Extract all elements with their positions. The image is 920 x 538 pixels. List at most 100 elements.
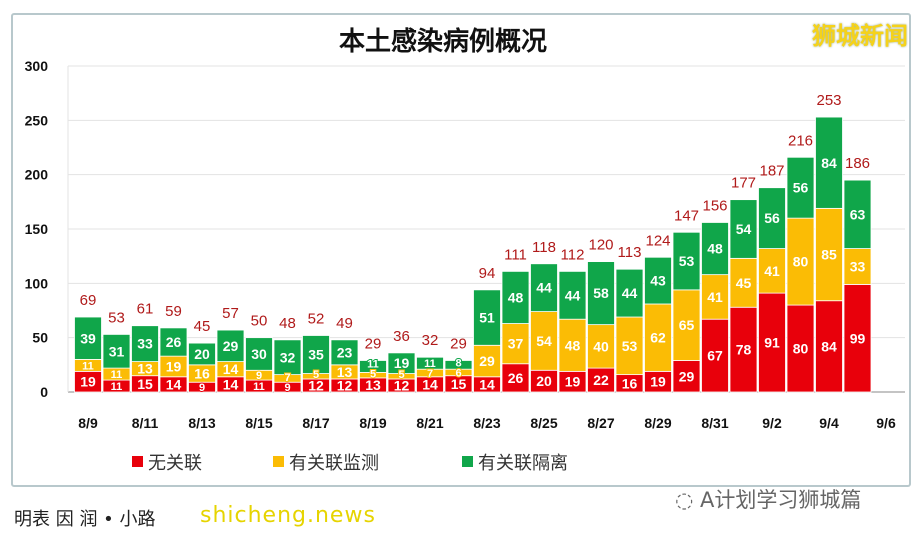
x-tick-label: 9/2 — [762, 415, 782, 431]
segment-label: 11 — [253, 381, 265, 393]
bar-segment — [188, 342, 216, 366]
segment-label: 20 — [194, 346, 210, 362]
total-label: 32 — [422, 332, 439, 349]
y-tick-label: 0 — [40, 384, 48, 400]
segment-label: 8 — [455, 357, 461, 369]
segment-label: 7 — [427, 368, 433, 380]
segment-label: 19 — [80, 374, 96, 390]
x-tick-label: 8/19 — [359, 415, 386, 431]
segment-label: 80 — [793, 254, 809, 270]
bar-segment — [501, 270, 530, 324]
segment-label: 13 — [365, 377, 381, 393]
x-tick-label: 8/11 — [132, 415, 159, 431]
segment-label: 43 — [650, 273, 666, 289]
bar-segment — [729, 257, 758, 308]
segment-label: 48 — [565, 337, 581, 353]
segment-label: 32 — [280, 349, 296, 365]
segment-label: 33 — [137, 336, 153, 352]
segment-label: 11 — [82, 360, 94, 372]
total-label: 253 — [816, 92, 841, 109]
segment-label: 16 — [194, 366, 210, 382]
x-tick-label: 8/25 — [530, 415, 557, 431]
total-label: 29 — [450, 335, 467, 352]
legend-swatch — [132, 456, 143, 467]
x-tick-label: 8/27 — [587, 415, 614, 431]
total-label: 112 — [561, 246, 585, 263]
segment-label: 33 — [850, 259, 866, 275]
segment-label: 13 — [137, 361, 153, 377]
total-label: 94 — [479, 265, 496, 282]
x-tick-label: 8/17 — [302, 415, 329, 431]
segment-label: 53 — [679, 253, 695, 269]
bar-segment — [615, 316, 644, 376]
segment-label: 13 — [337, 364, 353, 380]
x-tick-label: 8/23 — [473, 415, 500, 431]
bar-segment — [302, 335, 330, 374]
total-label: 50 — [251, 313, 268, 330]
bar-segment — [587, 324, 615, 369]
total-label: 216 — [788, 132, 813, 149]
total-label: 186 — [845, 155, 870, 172]
total-label: 53 — [108, 309, 125, 326]
y-tick-label: 200 — [25, 167, 49, 183]
legend-label: 无关联 — [148, 453, 202, 474]
segment-label: 29 — [479, 353, 495, 369]
bar-segment — [359, 360, 387, 373]
bar-segment — [843, 248, 872, 285]
segment-label: 54 — [736, 221, 752, 237]
segment-label: 84 — [821, 338, 837, 354]
segment-label: 84 — [821, 155, 837, 171]
bar-segment — [644, 303, 672, 372]
bar-segment — [843, 284, 872, 393]
segment-label: 19 — [565, 374, 581, 390]
wechat-account: ◌ A计划学习狮城篇 — [675, 484, 861, 514]
segment-label: 11 — [111, 381, 123, 393]
bar-segment — [701, 274, 729, 320]
bar-segment — [701, 222, 729, 276]
bar-segment — [701, 318, 729, 393]
chart-title: 本土感染病例概况 — [339, 27, 547, 57]
bar-segment — [815, 116, 843, 209]
y-tick-label: 250 — [25, 112, 49, 128]
total-label: 52 — [308, 310, 325, 327]
segment-label: 19 — [394, 355, 410, 371]
total-label: 69 — [80, 292, 97, 309]
segment-label: 5 — [398, 369, 404, 381]
total-label: 118 — [532, 239, 556, 256]
legend-swatch — [273, 456, 284, 467]
bar-segment — [644, 256, 672, 305]
segment-label: 54 — [536, 333, 552, 349]
segment-label: 48 — [508, 290, 524, 306]
segment-label: 44 — [536, 280, 552, 296]
segment-label: 53 — [622, 338, 638, 354]
segment-label: 9 — [256, 370, 262, 382]
wechat-name: A计划学习狮城篇 — [700, 488, 862, 512]
segment-label: 58 — [593, 285, 609, 301]
segment-label: 14 — [166, 376, 182, 392]
legend-label: 有关联监测 — [289, 453, 379, 474]
segment-label: 7 — [284, 372, 290, 384]
total-label: 124 — [645, 232, 670, 249]
segment-label: 48 — [707, 241, 723, 257]
total-label: 61 — [137, 301, 154, 318]
segment-label: 30 — [251, 346, 267, 362]
segment-label: 15 — [137, 376, 153, 392]
segment-label: 85 — [821, 247, 837, 263]
bar-segment — [815, 207, 843, 302]
bar-segment — [786, 156, 815, 219]
segment-label: 56 — [764, 210, 780, 226]
total-label: 120 — [588, 237, 613, 254]
segment-label: 99 — [850, 330, 866, 346]
segment-label: 5 — [313, 369, 319, 381]
segment-label: 41 — [707, 289, 723, 305]
y-tick-label: 100 — [25, 275, 49, 291]
segment-label: 19 — [166, 359, 182, 375]
segment-label: 14 — [223, 361, 239, 377]
segment-label: 14 — [223, 376, 239, 392]
segment-label: 20 — [536, 373, 552, 389]
total-label: 187 — [759, 163, 784, 180]
bar-segment — [245, 337, 273, 371]
x-tick-label: 8/31 — [701, 415, 728, 431]
y-tick-label: 50 — [32, 330, 48, 346]
